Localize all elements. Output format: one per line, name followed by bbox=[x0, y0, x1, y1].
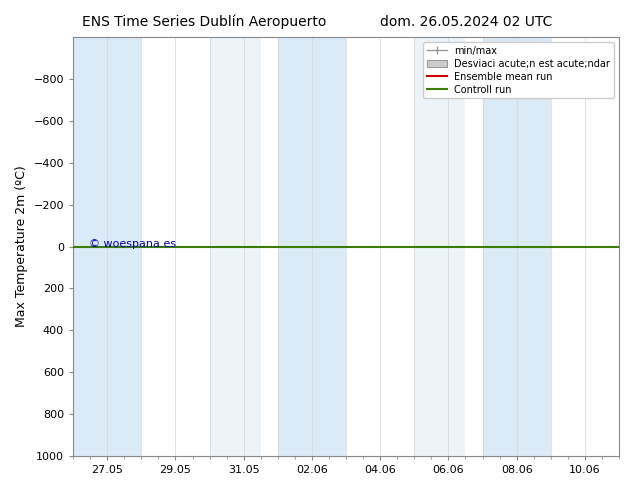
Text: dom. 26.05.2024 02 UTC: dom. 26.05.2024 02 UTC bbox=[380, 15, 553, 29]
Bar bbox=[482, 37, 551, 456]
Y-axis label: Max Temperature 2m (ºC): Max Temperature 2m (ºC) bbox=[15, 166, 28, 327]
Legend: min/max, Desviaci acute;n est acute;ndar, Ensemble mean run, Controll run: min/max, Desviaci acute;n est acute;ndar… bbox=[424, 42, 614, 98]
Bar bbox=[414, 37, 465, 456]
Text: ENS Time Series Dublín Aeropuerto: ENS Time Series Dublín Aeropuerto bbox=[82, 15, 327, 29]
Bar bbox=[210, 37, 261, 456]
Text: © woespana.es: © woespana.es bbox=[89, 240, 177, 249]
Bar bbox=[278, 37, 346, 456]
Bar bbox=[73, 37, 141, 456]
